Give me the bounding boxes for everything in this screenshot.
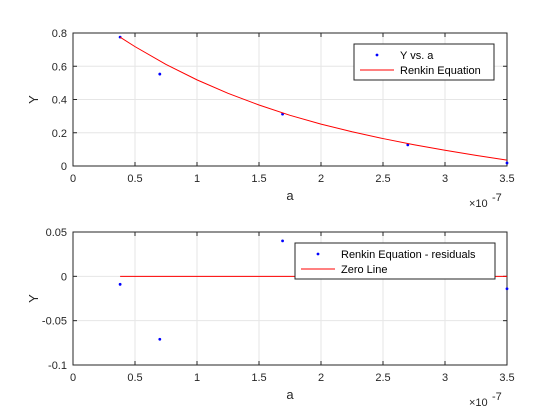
x-tick-label: 2.5 [375,173,390,185]
x-exponent-label: ×10 [469,198,488,210]
x-axis-label: a [286,387,294,402]
data-point [505,161,509,165]
legend-box [294,242,496,280]
data-point [158,337,162,341]
legend-entry: Renkin Equation - residuals [341,249,476,261]
chart-2: 0 0.5 1 1.5 2 2.5 3 3.5 -0.1 -0.05 0 0.05 a Y ×10 -7 Ren… [26,227,515,409]
data-point [158,72,162,76]
x-exponent-power: -7 [492,391,502,403]
series-line-2 [119,36,508,161]
x-tick-label: 0.5 [127,173,142,185]
x-tick-label: 1 [194,372,200,384]
axes-frame [72,231,508,366]
y-tick-label: 0 [61,161,67,173]
x-tick-label: 2 [318,372,324,384]
x-tick-label: 0.5 [127,372,142,384]
y-tick-label: -0.1 [48,360,67,372]
data-point [281,239,284,243]
legend-box [353,43,495,81]
x-tick-label: 3 [442,173,448,185]
x-exponent-label: ×10 [469,397,488,409]
y-tick-label: 0.05 [46,227,67,239]
legend: Renkin Equation - residuals Zero Line [294,242,496,280]
x-axis-label: a [286,188,294,203]
x-tick-label: 2 [318,173,324,185]
y-axis-label: Y [26,95,41,104]
legend-entry: Y vs. a [400,50,434,62]
y-tick-label: 0.8 [52,28,67,40]
y-tick-label: 0 [61,271,67,283]
x-tick-label: 0 [70,372,76,384]
data-point [505,287,509,291]
y-tick-label: -0.05 [42,316,67,328]
x-tick-label: 1 [194,173,200,185]
y-axis-label: Y [26,294,41,303]
legend-point-swatch [375,53,379,57]
legend-point-swatch [316,252,320,256]
x-tick-label: 3 [442,372,448,384]
x-tick-label: 2.5 [375,372,390,384]
legend: Y vs. a Renkin Equation [353,43,495,81]
x-tick-label: 3.5 [499,173,514,185]
x-exponent-power: -7 [492,192,502,204]
y-tick-label: 0.6 [52,61,67,73]
data-point [406,143,410,147]
data-point [118,282,122,286]
x-tick-label: 1.5 [251,173,266,185]
x-tick-label: 1.5 [251,372,266,384]
legend-entry: Renkin Equation [400,65,481,77]
chart-1: 0 0.5 1 1.5 2 2.5 3 3.5 0 0.2 0.4 0.6 0.8 a Y ×10 -7 Y vs… [26,28,515,210]
y-tick-label: 0.2 [52,128,67,140]
x-tick-label: 0 [70,173,76,185]
legend-entry: Zero Line [341,264,387,276]
y-tick-label: 0.4 [52,95,67,107]
x-tick-label: 3.5 [499,372,514,384]
